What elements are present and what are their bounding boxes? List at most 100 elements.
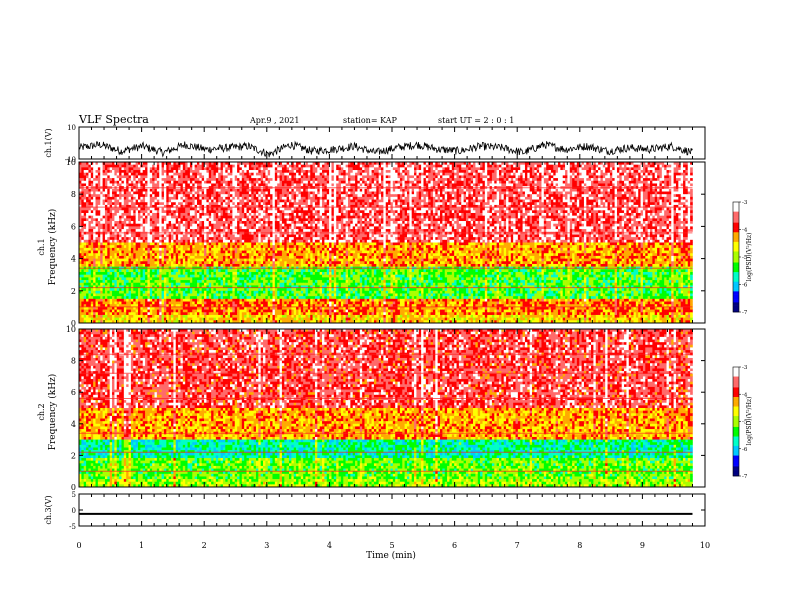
ch1-spectrogram-cell [284, 183, 287, 187]
ch1-spectrogram-cell [501, 175, 505, 179]
ch1-spectrogram-cell [675, 162, 679, 165]
ch1-spectrogram-cell [409, 196, 412, 200]
ch1-spectrogram-cell [211, 194, 214, 198]
ch1-spectrogram-cell [289, 202, 292, 206]
ch1-spectrogram-cell [442, 191, 446, 195]
ch1-spectrogram-cell [281, 170, 285, 174]
ch1-spectrogram-cell [635, 199, 639, 203]
ch1-spectrogram-cell [227, 207, 231, 211]
ch1-spectrogram-cell [624, 194, 627, 198]
ch1-spectrogram-cell [461, 191, 464, 195]
ch1-spectrogram-cell [263, 194, 266, 198]
ch1-spectrogram-cell [480, 188, 483, 192]
ch1-spectrogram-cell [673, 183, 677, 187]
ch1-spectrogram-cell [145, 202, 148, 206]
ch1-spectrogram-cell [534, 162, 538, 165]
ch1-spectrogram-cell [562, 162, 566, 165]
ch1-spectrogram-cell [687, 199, 691, 203]
ch1-spectrogram-cell [569, 188, 573, 192]
ch1-spectrogram-cell [680, 170, 684, 174]
ch1-spectrogram-cell [494, 194, 497, 198]
ch1-spectrogram-cell [90, 196, 94, 200]
ch1-spectrogram-cell [232, 167, 236, 171]
ch1-spectrogram-cell [95, 172, 99, 176]
ch1-spectrogram-cell [187, 178, 191, 182]
ch1-spectrogram-cell [414, 172, 417, 176]
ch1-spectrogram-cell [529, 175, 533, 179]
ch1-spectrogram-cell [501, 204, 505, 208]
ch1-spectrogram-cell [522, 194, 526, 198]
ch1-spectrogram-cell [298, 183, 302, 187]
ch1-spectrogram-cell [263, 164, 266, 168]
ch1-spectrogram-cell [303, 167, 306, 171]
ch1-spectrogram-cell [251, 178, 254, 182]
ch1-spectrogram-cell [286, 162, 290, 165]
ch1-spectrogram-cell [517, 210, 521, 214]
ch1-spectrogram-cell [666, 194, 670, 198]
ch1-spectrogram-cell [104, 180, 108, 184]
ch1-spectrogram-cell [494, 167, 497, 171]
ch1-spectrogram-cell [279, 167, 283, 171]
ch1-spectrogram-cell [432, 162, 436, 165]
ch1-spectrogram-cell [241, 210, 245, 214]
ch1-spectrogram-cell [305, 191, 309, 195]
ch1-spectrogram-cell [88, 207, 92, 211]
ch1-spectrogram-cell [225, 196, 228, 200]
ch1-spectrogram-cell [230, 207, 233, 211]
ch1-spectrogram-cell [402, 207, 405, 211]
ch1-spectrogram-cell [239, 191, 243, 195]
ch1-spectrogram-cell [215, 178, 219, 182]
ch1-spectrogram-cell [680, 175, 684, 179]
ch1-spectrogram-cell [347, 183, 351, 187]
ch1-spectrogram-cell [510, 194, 514, 198]
ch1-spectrogram-cell [378, 199, 382, 203]
ch1-spectrogram-cell [586, 167, 589, 171]
figure-title: VLF Spectra [78, 113, 149, 126]
ch1-spectrogram-cell [128, 188, 132, 192]
ch1-spectrogram-cell [93, 202, 96, 206]
ch1-spectrogram-cell [588, 196, 592, 200]
ch1-spectrogram-cell [588, 162, 592, 165]
ch1-spectrogram-cell [326, 191, 330, 195]
ch1-spectrogram-cell [491, 175, 495, 179]
ch1-spectrogram-cell [314, 183, 318, 187]
ch1-spectrogram-cell [465, 191, 469, 195]
ch1-spectrogram-cell [522, 178, 526, 182]
ch1-spectrogram-cell [305, 178, 309, 182]
ch1-spectrogram-cell [171, 170, 174, 174]
ch1-spectrogram-cell [522, 175, 526, 179]
ch1-spectrogram-cell [621, 175, 625, 179]
ch1-spectrogram-cell [204, 175, 207, 179]
ch1-spectrogram-cell [654, 164, 658, 168]
ch1-spectrogram-cell [576, 194, 580, 198]
ch1-spectrogram-cell [274, 191, 278, 195]
ch1-spectrogram-cell [300, 207, 304, 211]
ch1-spectrogram-cell [642, 170, 646, 174]
ch1-spectrogram-cell [626, 204, 630, 208]
ch1-spectrogram-cell [661, 164, 665, 168]
ch1-spectrogram-cell [178, 188, 181, 192]
ch1-spectrogram-cell [671, 199, 674, 203]
ch1-spectrogram-cell [248, 204, 252, 208]
ch1-spectrogram-cell [265, 175, 269, 179]
ch1-spectrogram-cell [296, 194, 299, 198]
ch1-spectrogram-cell [206, 178, 210, 182]
ch1-spectrogram-cell [645, 207, 648, 211]
ch1-spectrogram-cell [664, 172, 667, 176]
ch1-spectrogram-cell [659, 180, 663, 184]
ch1-spectrogram-cell [666, 199, 670, 203]
ch1-spectrogram-cell [664, 194, 667, 198]
ch1-spectrogram-cell [140, 175, 144, 179]
ch1-spectrogram-cell [293, 180, 297, 184]
ch1-spectrogram-cell [628, 167, 632, 171]
ch1-spectrogram-cell [635, 178, 639, 182]
ch1-spectrogram-cell [598, 167, 601, 171]
ch1-spectrogram-cell [499, 204, 502, 208]
ch1-spectrogram-cell [253, 170, 257, 174]
ch1-spectrogram-cell [133, 183, 136, 187]
ch1-spectrogram-cell [520, 196, 523, 200]
ch1-spectrogram-cell [583, 191, 587, 195]
ch1-spectrogram-cell [218, 170, 221, 174]
ch1-spectrogram-cell [357, 194, 361, 198]
ch1-spectrogram-cell [187, 196, 191, 200]
